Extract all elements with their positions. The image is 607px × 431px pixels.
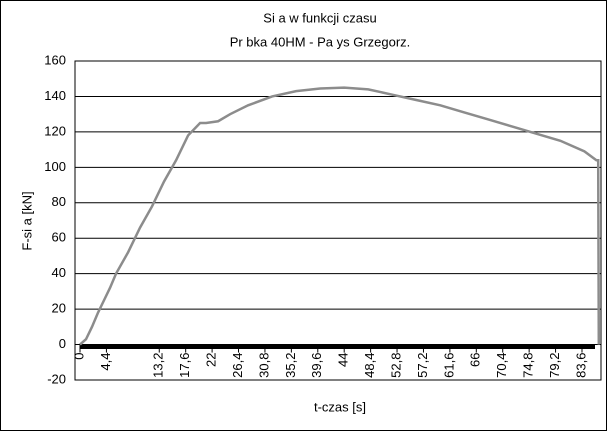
x-tick-label: 30,8 xyxy=(256,353,271,378)
y-tick-label: 0 xyxy=(59,336,66,351)
y-tick-label: 80 xyxy=(52,194,66,209)
x-axis-label: t-czas [s] xyxy=(314,399,366,414)
x-tick-label: 74,8 xyxy=(521,353,536,378)
chart-subtitle: Pr bka 40HM - Pa ys Grzegorz. xyxy=(230,34,411,49)
y-tick-label: 160 xyxy=(44,52,66,67)
y-tick-label: 40 xyxy=(52,265,66,280)
x-tick-label: 13,2 xyxy=(151,353,166,378)
y-tick-label: -20 xyxy=(47,371,66,386)
x-tick-label: 79,2 xyxy=(547,353,562,378)
y-tick-label: 100 xyxy=(44,159,66,174)
x-tick-label: 57,2 xyxy=(415,353,430,378)
chart-title: Si a w funkcji czasu xyxy=(263,10,376,25)
x-tick-label: 83,6 xyxy=(573,353,588,378)
y-tick-label: 140 xyxy=(44,88,66,103)
y-tick-label: 60 xyxy=(52,230,66,245)
y-tick-label: 120 xyxy=(44,123,66,138)
x-tick-label: 17,6 xyxy=(177,353,192,378)
x-tick-label: 52,8 xyxy=(388,353,403,378)
x-tick-label: 0 xyxy=(71,353,86,360)
x-tick-label: 48,4 xyxy=(362,353,377,378)
x-tick-label: 66 xyxy=(468,353,483,367)
x-tick-label: 22 xyxy=(204,353,219,367)
x-tick-label: 35,2 xyxy=(283,353,298,378)
data-line xyxy=(79,86,601,346)
x-tick-label: 44 xyxy=(336,353,351,367)
x-tick-label: 70,4 xyxy=(494,353,509,378)
x-tick-label: 61,6 xyxy=(441,353,456,378)
x-tick-label: 39,6 xyxy=(309,353,324,378)
y-axis-label: F-si a [kN] xyxy=(19,191,34,250)
x-tick-label: 4,4 xyxy=(98,353,113,371)
x-tick-label: 26,4 xyxy=(230,353,245,378)
y-tick-label: 20 xyxy=(52,301,66,316)
